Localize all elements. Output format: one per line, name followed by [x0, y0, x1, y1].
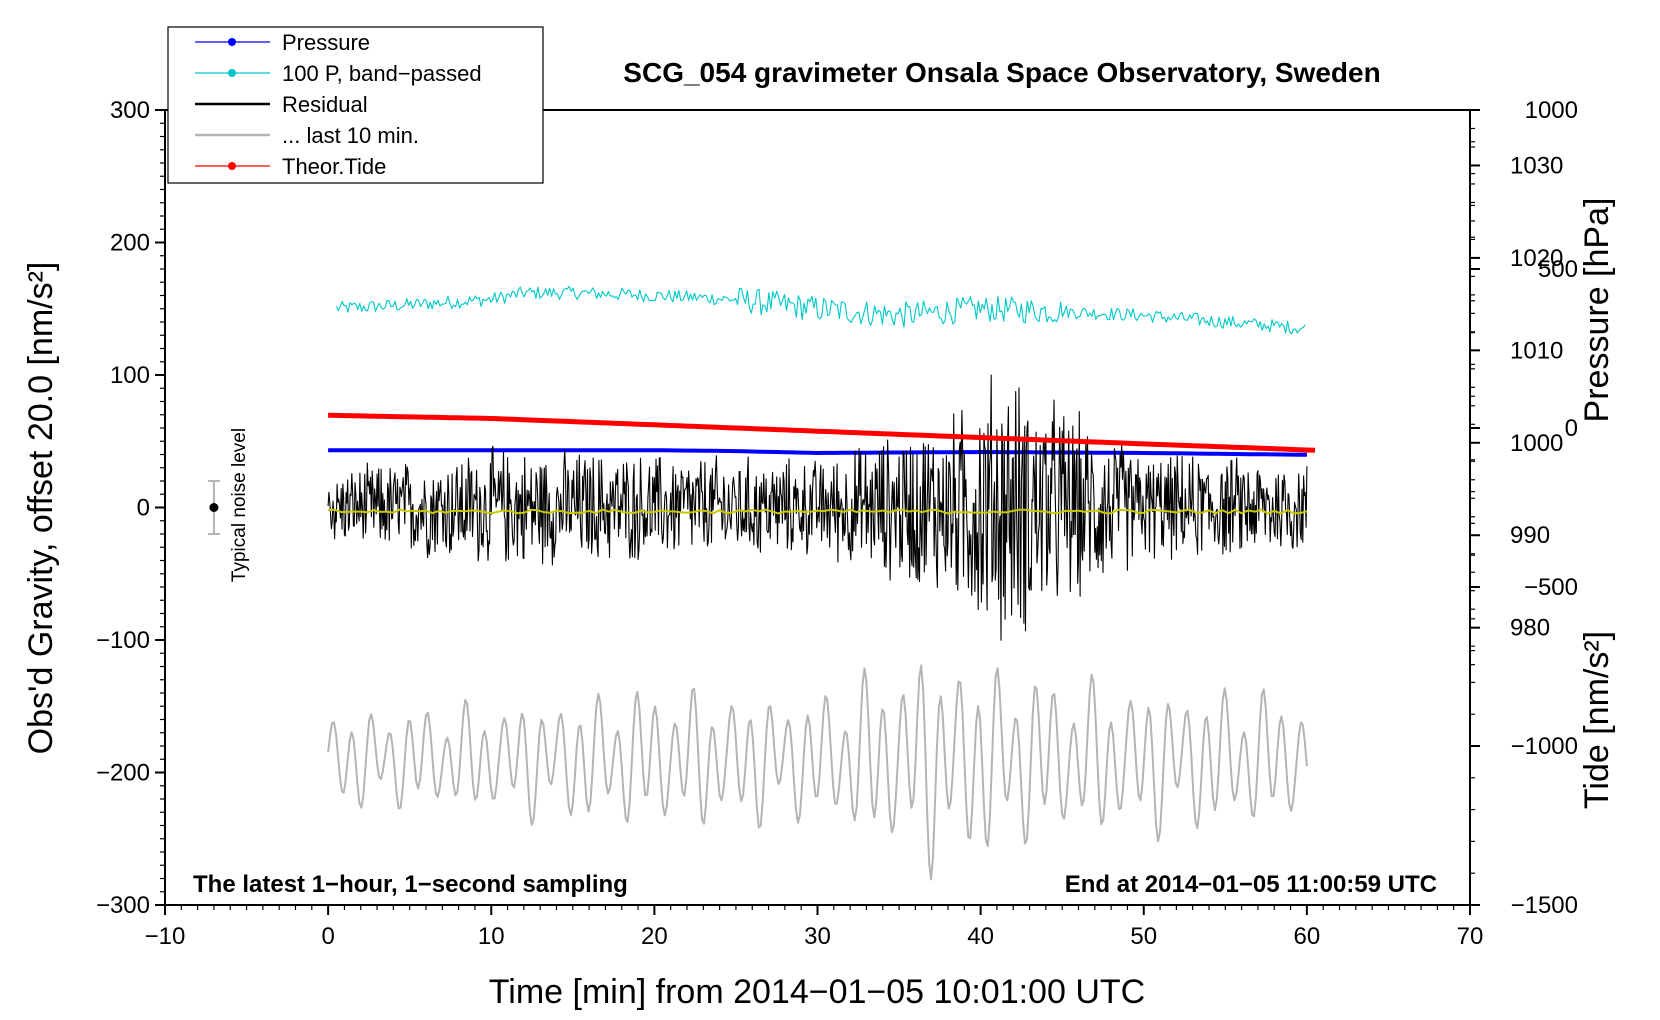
legend: Pressure 100 P, band−passed Residual ... la… — [167, 26, 544, 184]
band-passed-pressure-line — [335, 285, 1306, 335]
x-axis-title: Time [min] from 2014−01−05 10:01:00 UTC — [489, 973, 1145, 1011]
tide-tick-label: −500 — [1524, 574, 1578, 601]
pressure-line — [328, 448, 1307, 457]
x-tick-label: −10 — [145, 923, 186, 950]
residual-line — [327, 374, 1308, 641]
legend-swatch-dot — [228, 38, 236, 46]
y-tick-label: −200 — [96, 760, 150, 787]
y-tick-label: −300 — [96, 892, 150, 919]
x-tick-label: 30 — [804, 923, 831, 950]
y-tick-label: 0 — [137, 495, 150, 522]
pressure-tick-label: 1030 — [1510, 152, 1563, 179]
annotation-right: End at 2014−01−05 11:00:59 UTC — [1065, 871, 1437, 898]
legend-label: ... last 10 min. — [282, 123, 419, 148]
annotation-left: The latest 1−hour, 1−second sampling — [193, 871, 628, 898]
pressure-tick-label: 980 — [1510, 615, 1550, 642]
y-axis-title-pressure: Pressure [hPa] — [1578, 198, 1616, 423]
legend-label: Residual — [282, 92, 368, 117]
pressure-tick-label: 1020 — [1510, 245, 1563, 272]
series-layer — [327, 285, 1316, 881]
legend-swatch-dot — [228, 69, 236, 77]
x-tick-label: 60 — [1294, 923, 1321, 950]
ticks-layer: −10 0 10 20 30 40 50 60 703002001000−100−200−300… — [96, 97, 1578, 950]
noise-label: Typical noise level — [229, 428, 250, 582]
x-tick-label: 50 — [1130, 923, 1157, 950]
y-axis-title-left: Obs'd Gravity, offset 20.0 [nm/s²] — [22, 262, 60, 755]
legend-items: Pressure 100 P, band−passed Residual ... la… — [195, 30, 482, 179]
last-10-min-line — [327, 664, 1308, 881]
legend-label: Theor.Tide — [282, 154, 386, 179]
tide-tick-label: −1000 — [1511, 733, 1578, 760]
legend-label: Pressure — [282, 30, 370, 55]
pressure-tick-label: 1000 — [1510, 430, 1563, 457]
chart-title: SCG_054 gravimeter Onsala Space Observat… — [623, 57, 1380, 88]
noise-center-dot — [209, 503, 219, 512]
tide-tick-label: 0 — [1565, 415, 1578, 442]
tide-tick-label: −1500 — [1511, 892, 1578, 919]
tide-line — [328, 412, 1316, 453]
x-tick-label: 10 — [478, 923, 505, 950]
y-tick-label: −100 — [96, 627, 150, 654]
pressure-tick-label: 990 — [1510, 522, 1550, 549]
tide-tick-label: 1000 — [1525, 97, 1578, 124]
x-tick-label: 40 — [967, 923, 994, 950]
tide-tick-label: 500 — [1538, 256, 1578, 283]
y-axis-title-tide: Tide [nm/s²] — [1578, 631, 1616, 809]
y-tick-label: 300 — [110, 97, 150, 124]
pressure-tick-label: 1010 — [1510, 337, 1563, 364]
residual-smoothed-line — [328, 508, 1308, 515]
noise-level-indicator: Typical noise level — [207, 428, 250, 582]
x-tick-label: 20 — [641, 923, 668, 950]
legend-swatch-dot — [228, 162, 236, 170]
x-tick-label: 0 — [321, 923, 334, 950]
legend-label: 100 P, band−passed — [282, 61, 482, 86]
x-tick-label: 70 — [1457, 923, 1484, 950]
y-tick-label: 200 — [110, 230, 150, 257]
y-tick-label: 100 — [110, 362, 150, 389]
